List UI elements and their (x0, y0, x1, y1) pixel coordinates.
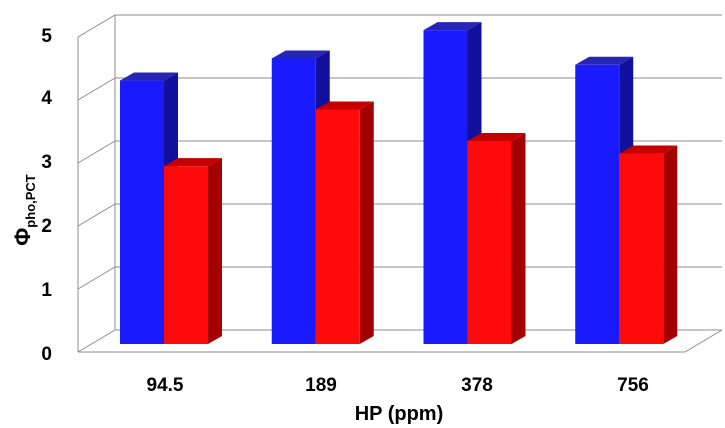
bar-top (619, 145, 678, 154)
bar (575, 64, 620, 345)
bar (467, 140, 512, 344)
floor-edge (78, 329, 723, 353)
bar (120, 80, 164, 345)
bar-top (271, 50, 330, 59)
bar-side (663, 145, 678, 344)
bar-side (511, 132, 526, 344)
y-axis-ticks: 0 1 2 3 4 5 (41, 26, 52, 365)
x-tick-label: 378 (461, 375, 493, 396)
bar-side (359, 101, 374, 344)
bars (120, 22, 678, 345)
gridline (77, 14, 722, 38)
bar (619, 153, 664, 344)
y-tick-label: 5 (41, 26, 52, 47)
bar-top (164, 158, 222, 167)
x-tick-label: 94.5 (147, 375, 184, 396)
svg-text:Φpho,PCT: Φpho,PCT (10, 174, 38, 246)
x-axis-title: HP (ppm) (355, 403, 444, 425)
bar-top (575, 56, 634, 65)
bar-side (208, 158, 222, 344)
bar (271, 58, 316, 344)
bar-top (423, 22, 482, 31)
x-tick-label: 189 (305, 375, 337, 396)
y-axis-title-subscript: pho,PCT (23, 174, 38, 227)
y-tick-label: 2 (41, 216, 52, 237)
x-axis-ticks: 94.5 189 378 756 (147, 375, 649, 396)
bar (315, 109, 360, 344)
y-tick-label: 1 (41, 280, 52, 301)
gridlines (77, 14, 723, 353)
bar-top (120, 72, 178, 81)
y-tick-label: 4 (41, 88, 52, 109)
bar-top (315, 101, 374, 110)
y-axis-title-symbol: Φ (10, 228, 35, 246)
y-tick-label: 0 (41, 344, 52, 365)
x-tick-label: 756 (617, 375, 649, 396)
bar-top (467, 132, 526, 141)
bar (423, 30, 468, 345)
y-tick-label: 3 (41, 152, 52, 173)
bar (164, 166, 208, 344)
y-axis-title: Φpho,PCT (10, 174, 38, 246)
